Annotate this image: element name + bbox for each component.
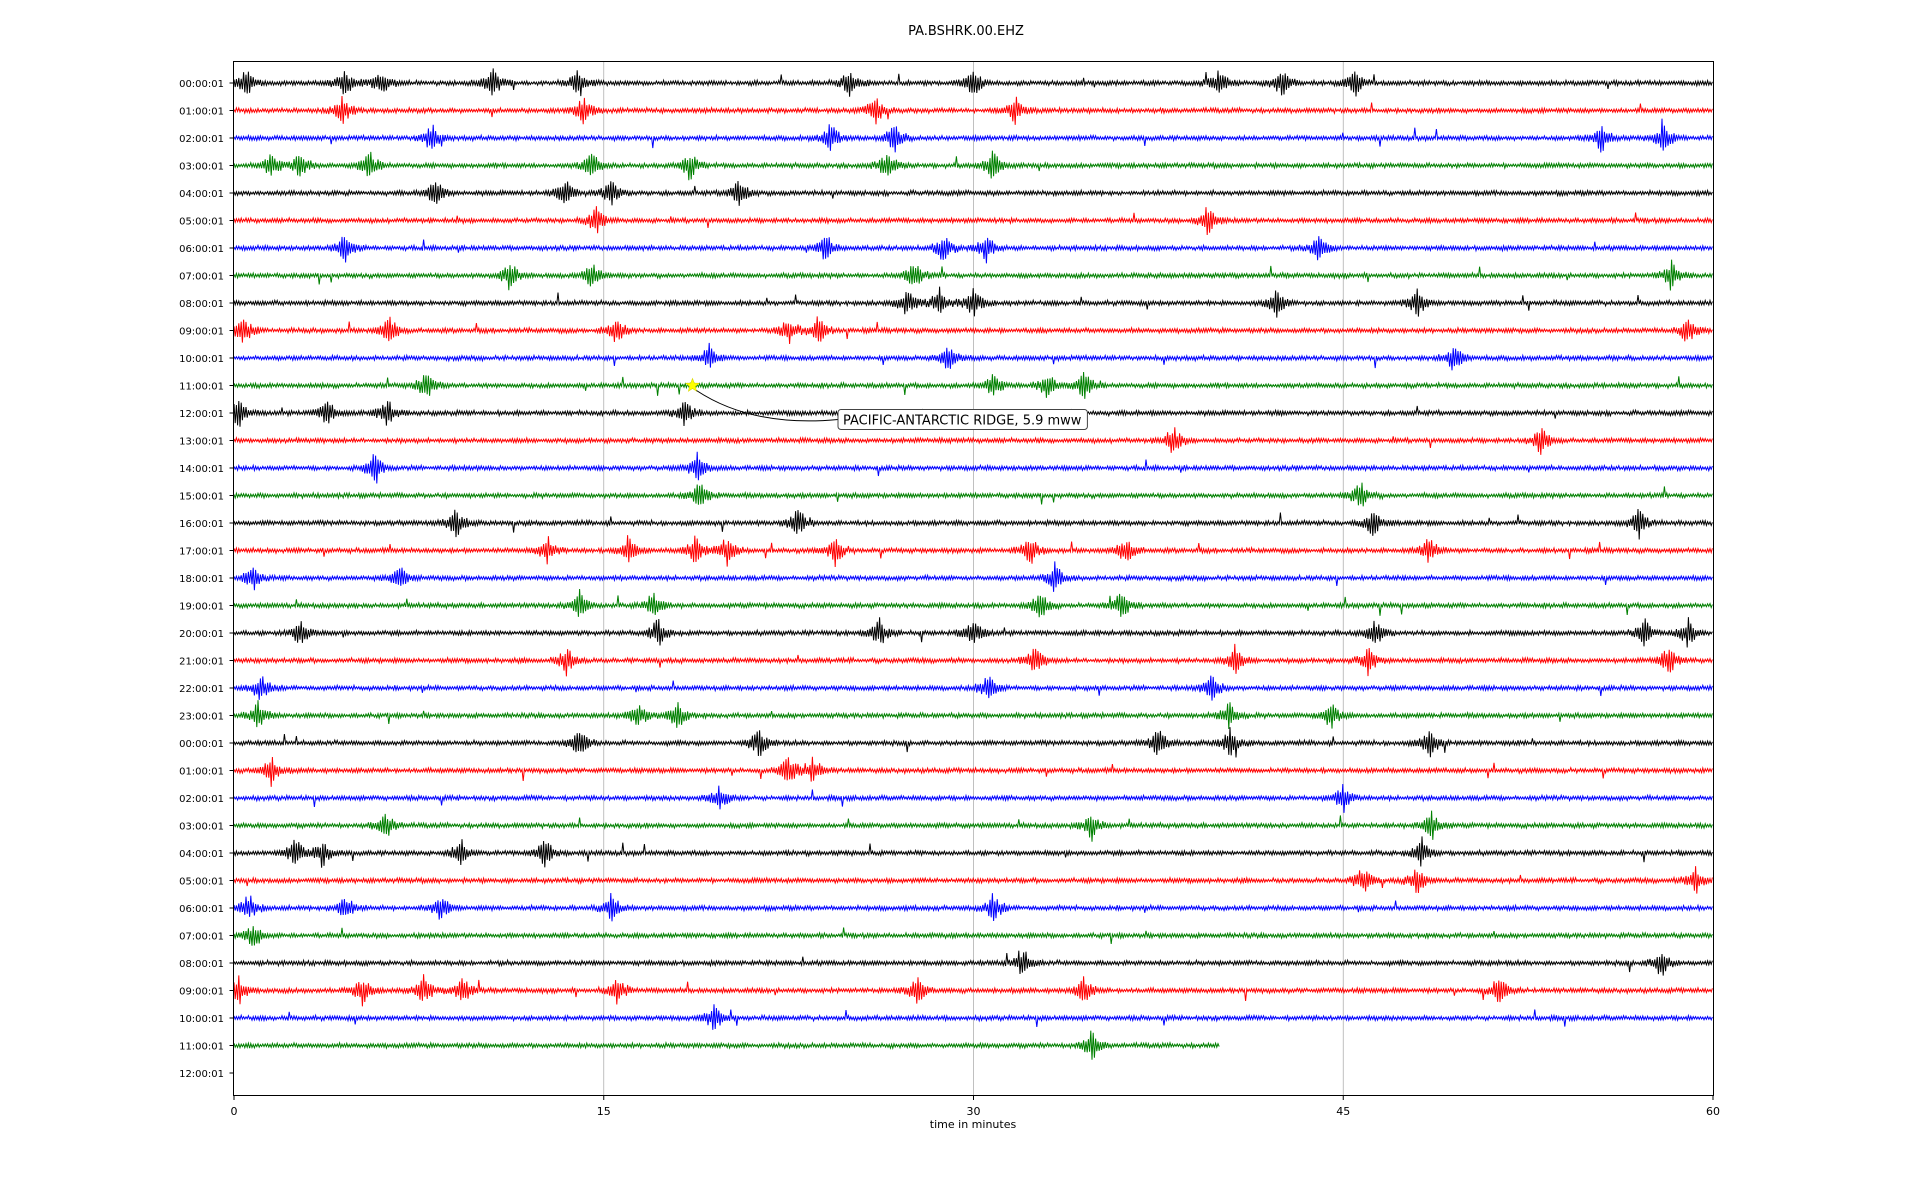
trace-row-18 [233,561,1713,592]
trace-row-7 [233,259,1713,291]
row-label-31: 07:00:01 [179,932,224,943]
trace-row-17 [233,535,1713,568]
row-label-10: 10:00:01 [179,354,224,365]
row-label-13: 13:00:01 [179,437,224,448]
row-time-labels: 00:00:01 01:00:01 02:00:01 03:00:01 04:00:01… [179,79,234,1080]
x-tick-label-60: 60 [1706,1105,1720,1118]
x-tick-label-45: 45 [1336,1105,1350,1118]
trace-row-8 [233,286,1713,318]
row-label-3: 03:00:01 [179,162,224,173]
trace-row-23 [233,700,1713,730]
row-label-9: 09:00:01 [179,327,224,338]
row-label-6: 06:00:01 [179,244,224,255]
row-label-8: 08:00:01 [179,299,224,310]
row-label-1: 01:00:01 [179,107,224,118]
row-label-12: 12:00:01 [179,409,224,420]
trace-row-31 [233,926,1713,946]
trace-row-4 [233,180,1713,206]
row-label-21: 21:00:01 [179,657,224,668]
trace-row-24 [233,727,1713,758]
event-star-marker [684,377,700,392]
x-tick-label-30: 30 [967,1105,981,1118]
trace-row-19 [233,588,1713,618]
row-label-25: 01:00:01 [179,767,224,778]
row-label-19: 19:00:01 [179,602,224,613]
event-label-box [837,409,1088,430]
row-label-23: 23:00:01 [179,712,224,723]
trace-row-15 [233,482,1713,507]
trace-row-21 [233,643,1713,677]
trace-row-32 [233,950,1713,976]
trace-row-13 [233,427,1713,455]
trace-row-11 [233,371,1713,399]
trace-row-0 [233,68,1713,97]
x-tick-label-15: 15 [597,1105,611,1118]
row-label-15: 15:00:01 [179,492,224,503]
row-label-14: 14:00:01 [179,464,224,475]
row-label-11: 11:00:01 [179,382,224,393]
row-label-0: 00:00:01 [179,79,224,90]
trace-row-3 [233,150,1713,181]
chart-title: PA.BSHRK.00.EHZ [908,24,1024,39]
x-axis-label: time in minutes [930,1118,1017,1131]
row-label-22: 22:00:01 [179,684,224,695]
row-label-17: 17:00:01 [179,547,224,558]
event-annotations: PACIFIC-ANTARCTIC RIDGE, 5.9 mww [684,377,1088,430]
trace-row-1 [233,95,1713,125]
trace-row-34 [233,1004,1713,1030]
trace-row-28 [233,836,1713,868]
row-label-24: 00:00:01 [179,739,224,750]
row-label-36: 12:00:01 [179,1069,224,1080]
trace-row-9 [233,316,1713,345]
event-callout-line [696,390,839,422]
row-label-20: 20:00:01 [179,629,224,640]
trace-row-14 [233,451,1713,484]
trace-row-5 [233,206,1713,236]
row-label-26: 02:00:01 [179,794,224,805]
trace-row-6 [233,236,1713,264]
trace-row-26 [233,783,1713,813]
trace-row-25 [233,756,1713,787]
x-axis-ticks: 0 15 30 45 60 [231,1095,1720,1118]
trace-row-22 [233,675,1713,701]
trace-row-27 [233,810,1713,842]
trace-row-2 [233,118,1713,153]
row-label-34: 10:00:01 [179,1014,224,1025]
row-label-28: 04:00:01 [179,849,224,860]
trace-row-30 [233,892,1713,922]
row-label-5: 05:00:01 [179,217,224,228]
row-label-35: 11:00:01 [179,1042,224,1053]
row-label-27: 03:00:01 [179,822,224,833]
row-label-2: 02:00:01 [179,134,224,145]
trace-row-33 [233,974,1713,1007]
trace-row-29 [233,866,1713,894]
trace-row-16 [233,508,1713,540]
x-tick-label-0: 0 [231,1105,238,1118]
row-label-30: 06:00:01 [179,904,224,915]
row-label-7: 07:00:01 [179,272,224,283]
trace-row-10 [233,342,1713,371]
row-label-32: 08:00:01 [179,959,224,970]
event-label: PACIFIC-ANTARCTIC RIDGE, 5.9 mww [843,414,1082,429]
trace-row-20 [233,617,1713,648]
row-label-29: 05:00:01 [179,877,224,888]
row-label-16: 16:00:01 [179,519,224,530]
row-label-4: 04:00:01 [179,189,224,200]
row-label-33: 09:00:01 [179,987,224,998]
trace-rows [233,68,1713,1060]
row-label-18: 18:00:01 [179,574,224,585]
trace-row-35 [233,1030,1220,1060]
